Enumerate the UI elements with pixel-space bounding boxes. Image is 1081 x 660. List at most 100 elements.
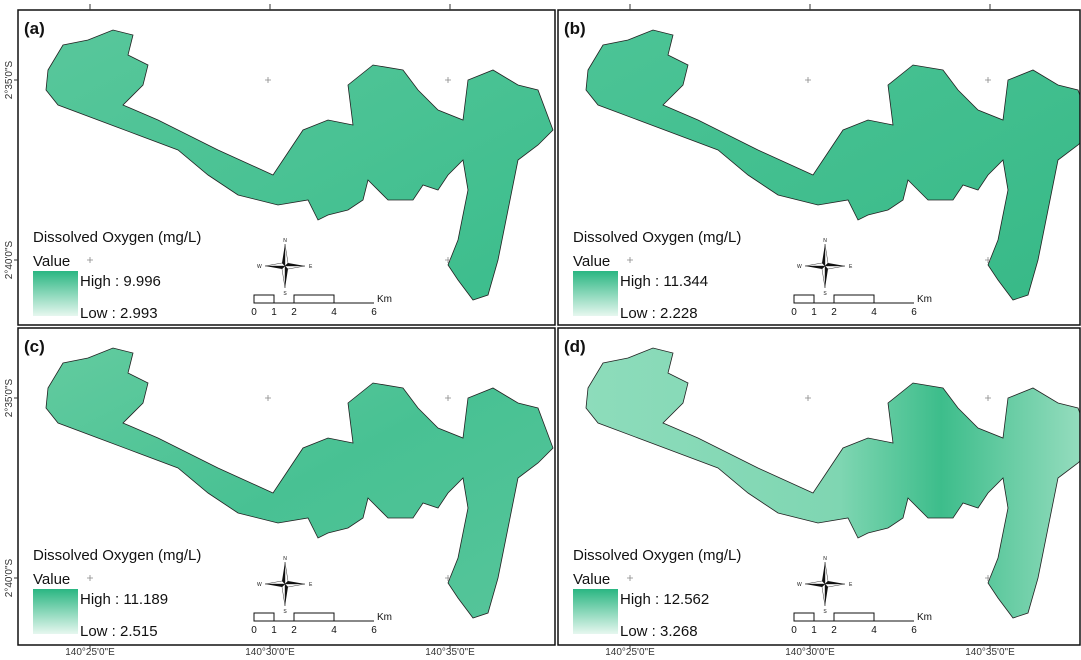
scale-tick-label: 2 xyxy=(291,307,297,318)
longitude-label: 140°35'0"E xyxy=(965,647,1015,658)
latitude-label: 2°35'0"S xyxy=(4,60,15,99)
lake xyxy=(585,347,1080,619)
graticule-cross xyxy=(627,575,633,581)
scale-unit: Km xyxy=(377,294,392,305)
scale-tick-label: 4 xyxy=(871,307,877,318)
lake xyxy=(585,29,1080,301)
scale-tick-label: 2 xyxy=(831,307,837,318)
compass-n: N xyxy=(283,238,287,244)
longitude-label: 140°30'0"E xyxy=(245,647,295,658)
latitude-label: 2°40'0"S xyxy=(4,240,15,279)
longitude-label: 140°30'0"E xyxy=(785,647,835,658)
latitude-label: 2°35'0"S xyxy=(4,378,15,417)
scale-bar xyxy=(253,294,374,304)
graticule-cross xyxy=(265,395,271,401)
scale-tick-label: 0 xyxy=(251,625,257,636)
compass-n: N xyxy=(283,556,287,562)
scale-tick-label: 2 xyxy=(831,625,837,636)
legend-title: Dissolved Oxygen (mg/L) xyxy=(573,229,741,246)
legend-title: Dissolved Oxygen (mg/L) xyxy=(573,547,741,564)
scale-tick-label: 6 xyxy=(371,625,377,636)
map-content xyxy=(585,347,1080,619)
compass-s: S xyxy=(283,291,287,297)
graticule-cross xyxy=(445,395,451,401)
scale-bar xyxy=(793,612,914,622)
legend-high: High : 12.562 xyxy=(620,591,709,608)
legend-title: Dissolved Oxygen (mg/L) xyxy=(33,547,201,564)
legend-high: High : 9.996 xyxy=(80,273,161,290)
legend-subtitle: Value xyxy=(573,253,610,270)
graticule-cross xyxy=(985,77,991,83)
legend-low: Low : 2.515 xyxy=(80,623,158,640)
compass-n: N xyxy=(823,238,827,244)
legend-high: High : 11.344 xyxy=(620,273,708,290)
graticule-cross xyxy=(805,395,811,401)
compass-w: W xyxy=(257,582,262,588)
compass-s: S xyxy=(823,609,827,615)
scale-tick-label: 6 xyxy=(371,307,377,318)
legend-subtitle: Value xyxy=(33,253,70,270)
graticule-cross xyxy=(445,575,451,581)
scale-tick-label: 4 xyxy=(871,625,877,636)
scale-tick-label: 2 xyxy=(291,625,297,636)
compass-light xyxy=(804,561,846,607)
graticule-cross xyxy=(627,257,633,263)
scale-tick-label: 1 xyxy=(271,625,277,636)
scale-tick-label: 4 xyxy=(331,307,337,318)
compass-w: W xyxy=(797,582,802,588)
graticule-cross xyxy=(265,77,271,83)
legend-ramp xyxy=(573,589,618,634)
legend-ramp xyxy=(33,271,78,316)
graticule-cross xyxy=(985,575,991,581)
scale-tick-label: 0 xyxy=(251,307,257,318)
compass-n: N xyxy=(823,556,827,562)
map-panel: (c) Dissolved Oxygen (mg/L) Value High : 11… xyxy=(17,327,556,646)
panel-label: (d) xyxy=(564,337,586,356)
scale-unit: Km xyxy=(917,294,932,305)
graticule-cross xyxy=(87,575,93,581)
compass-e: E xyxy=(309,582,313,588)
scale-unit: Km xyxy=(917,612,932,623)
graticule-cross xyxy=(805,77,811,83)
longitude-label: 140°25'0"E xyxy=(65,647,115,658)
scale-tick-label: 0 xyxy=(791,625,797,636)
compass-light xyxy=(264,243,306,289)
scale-tick-label: 1 xyxy=(811,625,817,636)
panel-border xyxy=(557,9,1081,326)
scale-tick-label: 1 xyxy=(271,307,277,318)
scale-unit: Km xyxy=(377,612,392,623)
map-content xyxy=(45,29,554,301)
legend-ramp xyxy=(573,271,618,316)
legend-high: High : 11.189 xyxy=(80,591,168,608)
panel-label: (b) xyxy=(564,19,586,38)
compass-light xyxy=(264,561,306,607)
legend-low: Low : 3.268 xyxy=(620,623,698,640)
scale-tick-label: 0 xyxy=(791,307,797,318)
graticule-cross xyxy=(87,257,93,263)
scale-bar xyxy=(793,294,914,304)
map-panel: (d) Dissolved Oxygen (mg/L) Value High : 12… xyxy=(557,327,1081,646)
scale-tick-label: 4 xyxy=(331,625,337,636)
latitude-label: 2°40'0"S xyxy=(4,558,15,597)
graticule-cross xyxy=(985,395,991,401)
map-content xyxy=(45,347,554,619)
legend-ramp xyxy=(33,589,78,634)
graticule-cross xyxy=(445,257,451,263)
lake xyxy=(45,347,554,619)
panel-label: (a) xyxy=(24,19,45,38)
legend-low: Low : 2.993 xyxy=(80,305,158,322)
map-content xyxy=(585,29,1080,301)
scale-tick-label: 6 xyxy=(911,625,917,636)
compass-w: W xyxy=(797,264,802,270)
compass-e: E xyxy=(309,264,313,270)
graticule-cross xyxy=(445,77,451,83)
graticule-cross xyxy=(985,257,991,263)
longitude-label: 140°35'0"E xyxy=(425,647,475,658)
panel-border xyxy=(17,327,556,646)
legend-low: Low : 2.228 xyxy=(620,305,698,322)
map-panel: (b) Dissolved Oxygen (mg/L) Value High : 11… xyxy=(557,9,1081,326)
lake xyxy=(45,29,554,301)
compass-light xyxy=(804,243,846,289)
panel-border xyxy=(557,327,1081,646)
